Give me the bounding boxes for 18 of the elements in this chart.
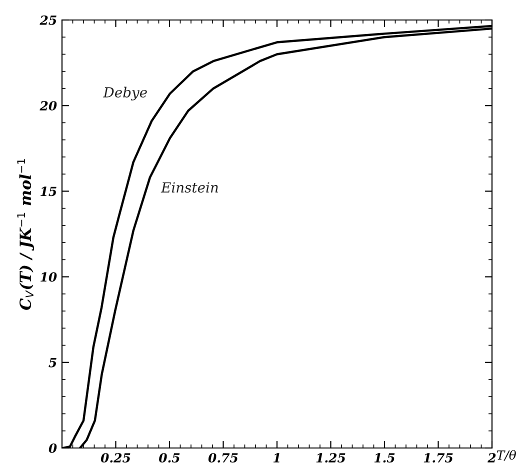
x-tick-label: 0.5 <box>159 453 180 463</box>
y-tick-label: 25 <box>40 15 56 25</box>
x-tick-label: 2 <box>488 453 496 462</box>
y-tick-label: 5 <box>48 358 56 368</box>
x-tick-label: 1.75 <box>424 453 453 463</box>
y-tick-label: 10 <box>40 272 57 282</box>
y-tick-label: 0 <box>48 443 57 453</box>
series-label: Einstein <box>160 182 218 193</box>
series-label: Debye <box>103 86 147 100</box>
y-axis-title: C$_{V}$(T) / JK$^{−1}$ mol$^{−1}$ <box>17 159 34 310</box>
x-axis-title: T/θ <box>496 450 516 461</box>
x-tick-label: 1.5 <box>374 453 395 463</box>
x-tick-label: 1 <box>273 453 280 462</box>
x-tick-label: 0.25 <box>100 453 130 463</box>
y-tick-label: 20 <box>40 101 57 111</box>
x-tick-label: 1.25 <box>316 453 346 463</box>
x-tick-label: 0.75 <box>208 453 238 463</box>
y-tick-label: 15 <box>40 186 56 196</box>
